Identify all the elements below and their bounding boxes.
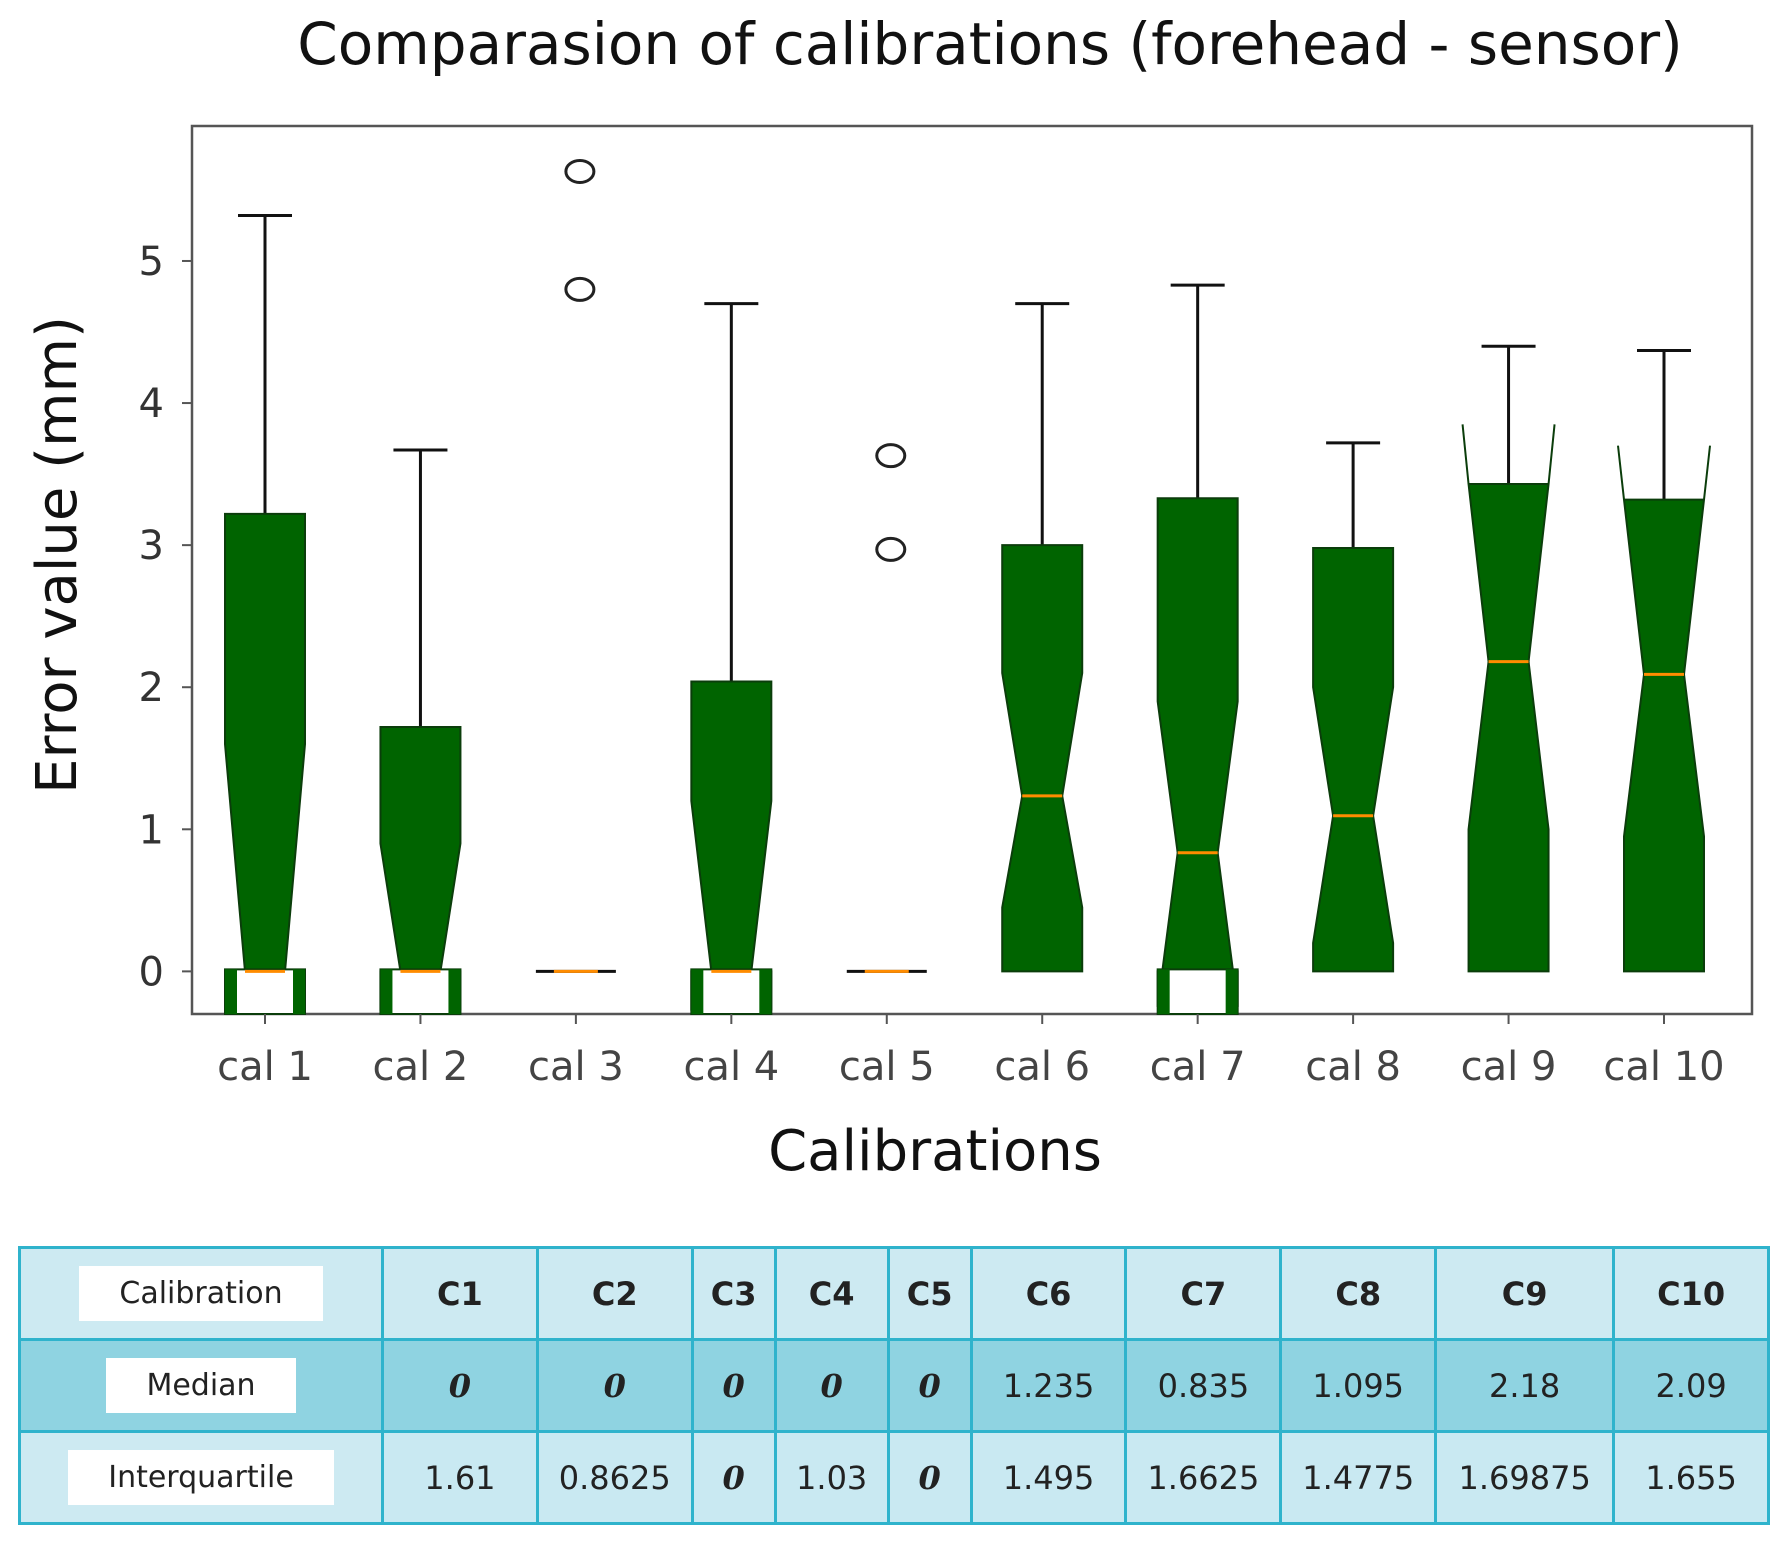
x-tick-label: cal 2 [373, 1044, 469, 1090]
box-7 [1156, 283, 1239, 1015]
box-1 [224, 214, 306, 1015]
column-header: C2 [535, 1246, 694, 1341]
table-cell: 1.03 [773, 1430, 890, 1525]
y-axis: 0 1 2 3 4 5 [139, 239, 192, 995]
notch-edge-left [380, 969, 393, 1014]
row-label-cell: Calibration [18, 1246, 384, 1341]
row-label: Interquartile [68, 1450, 334, 1505]
table-cell: 1.235 [969, 1338, 1128, 1433]
y-axis-label: Error value (mm) [25, 316, 90, 794]
x-tick-label: cal 3 [528, 1044, 624, 1090]
row-label: Median [106, 1358, 296, 1413]
column-header: C7 [1124, 1246, 1283, 1341]
x-tick-label: cal 10 [1603, 1044, 1724, 1090]
table-cell: 0.8625 [535, 1430, 694, 1525]
notch-extension [379, 968, 462, 1015]
notched-box [1156, 497, 1239, 1008]
table-cell: 0 [886, 1338, 973, 1433]
table-cell: 1.69875 [1434, 1430, 1616, 1525]
table-cell: 2.09 [1612, 1338, 1770, 1433]
x-tick-label: cal 8 [1305, 1044, 1401, 1090]
notched-box [1001, 544, 1084, 973]
row-label-cell: Median [18, 1338, 384, 1433]
table-header-row: Calibration C1 C2 C3 C4 C5 C6 C7 C8 C9 C… [18, 1246, 1770, 1341]
stats-table: Calibration C1 C2 C3 C4 C5 C6 C7 C8 C9 C… [18, 1246, 1770, 1525]
notch-edge-right [759, 969, 772, 1014]
box-series [224, 158, 1711, 1015]
table-cell: 0 [886, 1430, 973, 1525]
x-axis: cal 1 cal 2 cal 3 cal 4 cal 5 cal 6 cal 7 cal 8… [217, 1014, 1725, 1090]
column-header: C4 [773, 1246, 890, 1341]
table-cell: 0 [773, 1338, 890, 1433]
x-tick-label: cal 1 [217, 1044, 313, 1090]
outlier-point [564, 276, 596, 302]
box-3 [535, 158, 616, 973]
notch-extension [1156, 968, 1239, 1015]
x-axis-label: Calibrations [768, 1119, 1102, 1184]
y-tick-label: 2 [139, 665, 164, 711]
x-tick-label: cal 4 [683, 1044, 779, 1090]
notch-edge-left [1157, 969, 1170, 1014]
table-cell: 0 [381, 1338, 539, 1433]
box-5 [846, 443, 927, 973]
notch-edge-right [1225, 969, 1238, 1014]
box-9 [1461, 344, 1556, 973]
row-label-cell: Interquartile [18, 1430, 384, 1525]
box-10 [1617, 348, 1711, 973]
table-cell: 1.6625 [1124, 1430, 1283, 1525]
table-cell: 0 [690, 1338, 777, 1433]
table-cell: 0.835 [1124, 1338, 1283, 1433]
column-header: C1 [381, 1246, 539, 1341]
outlier-point [875, 443, 907, 469]
x-tick-label: cal 9 [1461, 1044, 1557, 1090]
notch-edge-left [225, 969, 237, 1014]
table-cell: 1.655 [1612, 1430, 1770, 1525]
y-tick-label: 3 [139, 523, 164, 569]
y-tick-label: 4 [139, 381, 164, 427]
table-cell: 1.095 [1279, 1338, 1438, 1433]
column-header: C10 [1612, 1246, 1770, 1341]
chart-title: Comparasion of calibrations (forehead - … [297, 10, 1682, 78]
table-cell: 0 [690, 1430, 777, 1525]
notch-edge-left [691, 969, 704, 1014]
table-cell: 2.18 [1434, 1338, 1616, 1433]
table-row-median: Median 0 0 0 0 0 1.235 0.835 1.095 2.18 … [18, 1338, 1770, 1433]
x-tick-label: cal 7 [1150, 1044, 1246, 1090]
column-header: C5 [886, 1246, 973, 1341]
x-tick-label: cal 5 [839, 1044, 935, 1090]
column-header: C8 [1279, 1246, 1438, 1341]
box-6 [1001, 302, 1084, 973]
outlier-point [875, 536, 907, 562]
row-label: Calibration [79, 1266, 323, 1321]
table-cell: 0 [535, 1338, 694, 1433]
notch-edge-right [293, 969, 305, 1014]
column-header: C3 [690, 1246, 777, 1341]
y-tick-label: 1 [139, 807, 164, 853]
y-tick-label: 5 [139, 239, 164, 285]
table-cell: 1.61 [381, 1430, 539, 1525]
box-8 [1312, 441, 1395, 973]
notch-edge-right [448, 969, 461, 1014]
y-tick-label: 0 [139, 949, 164, 995]
table-cell: 1.495 [969, 1430, 1128, 1525]
x-tick-label: cal 6 [994, 1044, 1090, 1090]
column-header: C9 [1434, 1246, 1616, 1341]
chart: Comparasion of calibrations (forehead - … [25, 10, 1754, 1184]
outlier-point [564, 158, 596, 184]
table-cell: 1.4775 [1279, 1430, 1438, 1525]
table-row-interquartile: Interquartile 1.61 0.8625 0 1.03 0 1.495… [18, 1430, 1770, 1525]
column-header: C6 [969, 1246, 1128, 1341]
box-2 [379, 448, 462, 1015]
notched-box [1312, 546, 1395, 973]
